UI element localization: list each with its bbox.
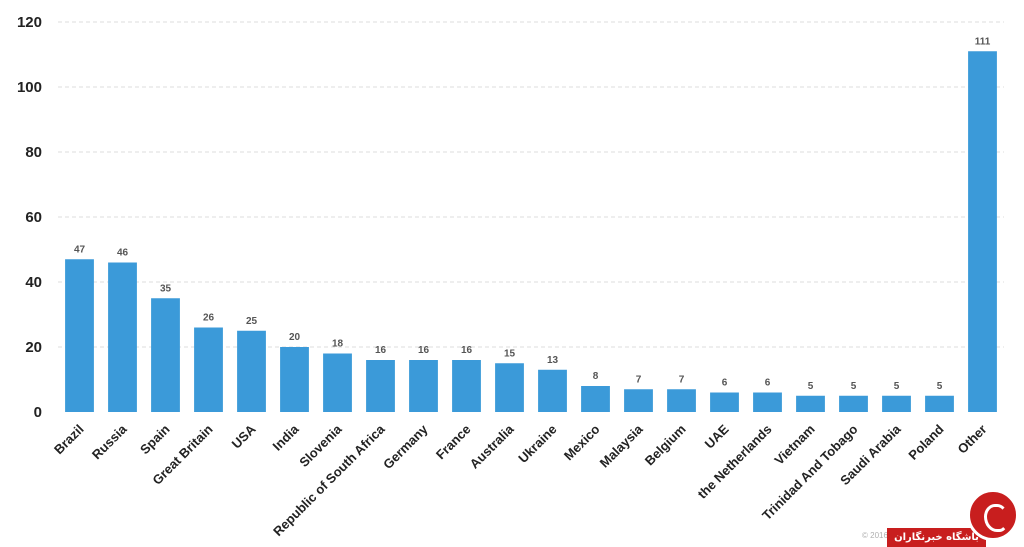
bar [280, 347, 309, 412]
data-label: 18 [332, 339, 344, 350]
x-tick-label: Belgium [642, 422, 689, 469]
bar [237, 330, 266, 412]
data-label: 6 [722, 378, 728, 389]
x-tick-label: Other [954, 422, 989, 457]
x-tick-label: Ukraine [515, 422, 559, 466]
data-label: 7 [636, 374, 642, 385]
x-tick-label: France [433, 422, 474, 463]
bar [452, 360, 481, 412]
x-tick-label: Brazil [51, 422, 87, 458]
x-tick-label: the Netherlands [695, 422, 775, 502]
x-tick-label: Russia [89, 421, 130, 462]
bar [538, 369, 567, 412]
bar [882, 395, 911, 412]
data-label: 26 [203, 313, 215, 324]
data-label: 5 [894, 381, 900, 392]
data-label: 16 [375, 345, 387, 356]
x-tick-label: Australia [467, 421, 517, 471]
x-tick-label: UAE [702, 421, 732, 451]
y-tick-label: 120 [17, 14, 42, 31]
bar [667, 389, 696, 412]
x-tick-label: USA [229, 421, 259, 451]
x-tick-label: Mexico [561, 421, 603, 463]
x-tick-label: India [270, 421, 303, 454]
data-label: 46 [117, 248, 129, 259]
bar [925, 395, 954, 412]
bar [151, 298, 180, 412]
y-tick-label: 20 [25, 339, 42, 356]
data-labels: 47 46 35 26 25 20 18 16 16 16 15 13 8 7 7 6 6 5 5 5 5 111 [74, 36, 991, 392]
bar [839, 395, 868, 412]
data-label: 6 [765, 378, 771, 389]
watermark-text: باشگاه خبرنگاران [887, 528, 986, 547]
data-label: 16 [461, 345, 473, 356]
x-tick-label: Germany [380, 421, 431, 472]
bar [108, 262, 137, 412]
bar [624, 389, 653, 412]
data-label: 5 [851, 381, 857, 392]
bar [194, 327, 223, 412]
data-label: 35 [160, 283, 172, 294]
x-tick-label: Malaysia [597, 421, 646, 470]
bar [65, 259, 94, 412]
data-label: 111 [975, 36, 991, 47]
bar [366, 360, 395, 412]
data-label: 47 [74, 244, 86, 255]
y-tick-label: 60 [25, 209, 42, 226]
gridlines [58, 21, 1004, 348]
copyright-text: © 2016 [862, 531, 888, 540]
data-label: 16 [418, 345, 430, 356]
y-tick-label: 80 [25, 144, 42, 161]
data-label: 13 [547, 355, 559, 366]
x-tick-label: Spain [137, 421, 173, 457]
data-label: 5 [937, 381, 943, 392]
bars [65, 51, 997, 412]
x-tick-label: Poland [905, 421, 946, 462]
data-label: 25 [246, 316, 258, 327]
watermark-emblem-icon [967, 489, 1019, 541]
data-label: 15 [504, 348, 516, 359]
bar [968, 51, 997, 412]
watermark-logo: باشگاه خبرنگاران [887, 489, 1021, 547]
data-label: 7 [679, 374, 685, 385]
bar [581, 386, 610, 412]
y-tick-label: 100 [17, 79, 42, 96]
bar [495, 363, 524, 412]
data-label: 20 [289, 332, 301, 343]
y-axis-ticks: 0 20 40 60 80 100 120 [17, 14, 42, 421]
bar [710, 392, 739, 412]
bar [796, 395, 825, 412]
data-label: 8 [593, 371, 599, 382]
bar [753, 392, 782, 412]
y-tick-label: 40 [25, 274, 42, 291]
bar [409, 360, 438, 412]
y-tick-label: 0 [34, 404, 42, 421]
data-label: 5 [808, 381, 814, 392]
bar [323, 353, 352, 412]
